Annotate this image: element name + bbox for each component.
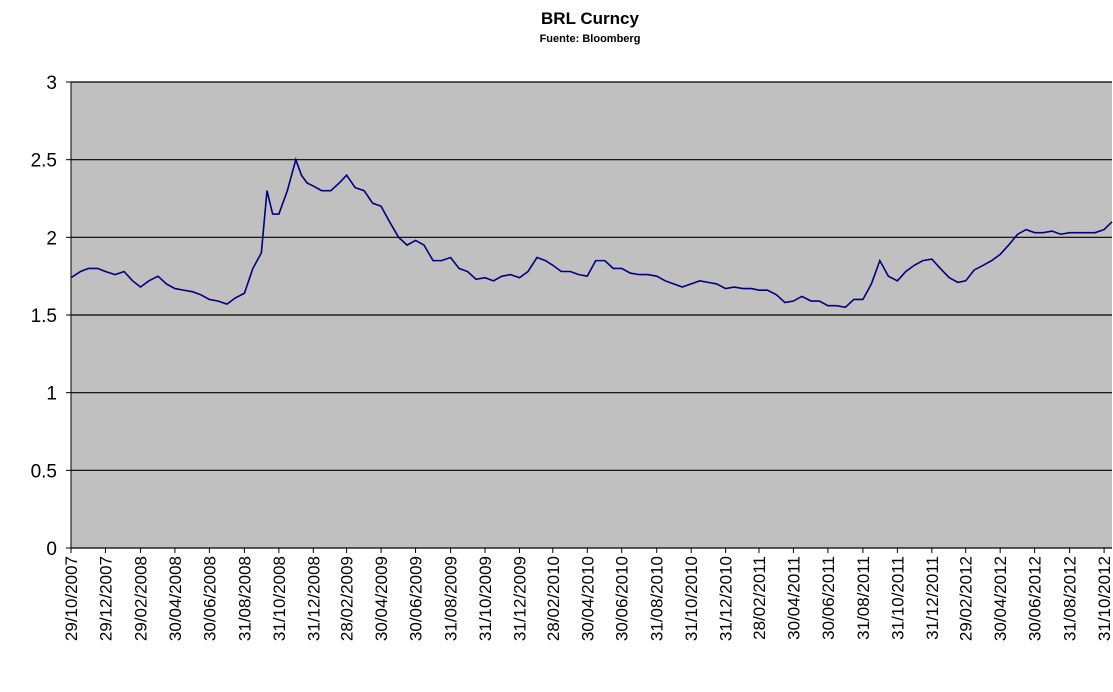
x-tick-label: 29/02/2008 (131, 556, 150, 641)
y-tick-label: 1 (46, 384, 57, 405)
x-tick-label: 30/06/2009 (407, 556, 426, 641)
x-tick-label: 30/06/2008 (200, 556, 219, 641)
x-tick-label: 30/06/2010 (613, 556, 632, 641)
x-tick-label: 31/08/2008 (235, 556, 254, 641)
x-tick-label: 30/04/2009 (372, 556, 391, 641)
x-tick-label: 30/06/2011 (819, 556, 838, 640)
x-tick-label: 31/10/2011 (888, 556, 907, 640)
x-tick-label: 31/08/2011 (854, 556, 873, 640)
x-tick-label: 29/12/2007 (96, 556, 115, 641)
x-tick-label: 31/08/2009 (442, 556, 461, 641)
chart-title: BRL Curncy (541, 9, 639, 28)
x-tick-label: 28/02/2011 (750, 556, 769, 640)
y-tick-label: 0 (46, 539, 57, 560)
y-tick-label: 1.5 (31, 306, 57, 327)
y-tick-label: 0.5 (31, 461, 57, 482)
x-tick-label: 31/08/2012 (1061, 556, 1080, 641)
series-line (70, 157, 1113, 309)
y-tick-label: 3 (46, 73, 57, 94)
x-tick-label: 31/08/2010 (648, 556, 667, 641)
x-tick-label: 29/10/2007 (62, 556, 81, 641)
x-tick-label: 31/12/2009 (510, 556, 529, 641)
x-tick-label: 31/10/2009 (476, 556, 495, 641)
x-tick-label: 30/04/2012 (991, 556, 1010, 641)
x-tick-label: 28/02/2009 (338, 556, 357, 641)
x-tick-label: 30/06/2012 (1026, 556, 1045, 641)
chart-subtitle: Fuente: Bloomberg (540, 33, 641, 45)
x-tick-label: 30/04/2011 (784, 556, 803, 640)
x-tick-label: 31/12/2010 (717, 556, 736, 641)
y-tick-label: 2 (46, 228, 57, 249)
x-tick-label: 31/10/2012 (1095, 556, 1113, 641)
x-tick-label: 31/12/2008 (304, 556, 323, 641)
x-tick-label: 31/10/2010 (682, 556, 701, 641)
y-tick-label: 2.5 (31, 151, 57, 172)
x-tick-label: 30/04/2008 (166, 556, 185, 641)
x-tick-label: 28/02/2010 (544, 556, 563, 641)
x-tick-label: 31/12/2011 (923, 556, 942, 640)
x-tick-label: 31/10/2008 (270, 556, 289, 641)
x-tick-label: 29/02/2012 (957, 556, 976, 641)
x-tick-label: 30/04/2010 (578, 556, 597, 641)
